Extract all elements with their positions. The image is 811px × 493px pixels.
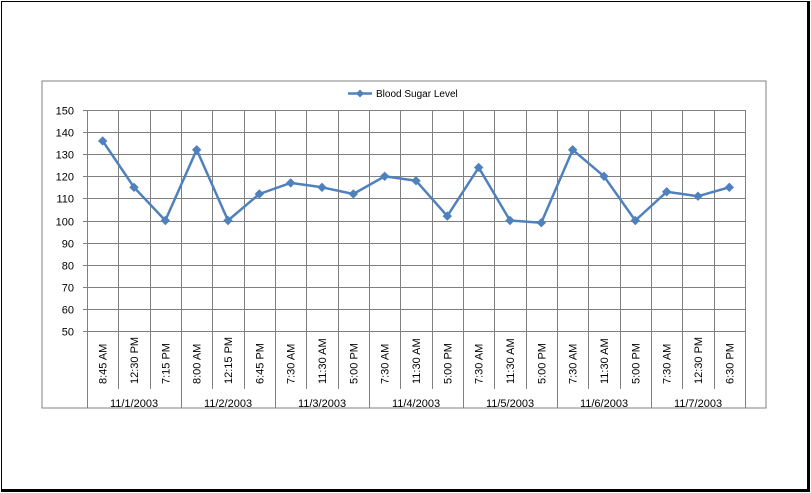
x-tick-label: 11:30 AM	[317, 338, 329, 384]
data-point	[442, 211, 453, 221]
x-tick-label: 8:00 AM	[192, 344, 204, 384]
data-point	[285, 178, 296, 188]
y-tick-label: 60	[62, 305, 74, 317]
data-point	[348, 189, 359, 199]
x-tick-label: 12:30 PM	[693, 337, 705, 384]
data-point	[567, 145, 578, 155]
y-tick-label: 50	[62, 327, 74, 339]
x-tick-label: 12:15 PM	[223, 337, 235, 384]
data-point	[473, 162, 484, 173]
data-point	[254, 189, 265, 199]
data-point	[223, 215, 233, 226]
data-point	[724, 182, 735, 193]
x-tick-label: 7:30 AM	[568, 344, 580, 384]
data-point	[630, 215, 641, 226]
data-point	[191, 145, 202, 155]
chart-area	[41, 80, 767, 409]
data-point	[97, 136, 108, 146]
data-point	[160, 215, 171, 226]
data-point	[379, 171, 390, 182]
y-tick-label: 140	[56, 128, 74, 140]
x-tick-label: 5:00 PM	[630, 343, 642, 384]
y-tick-label: 70	[62, 283, 74, 295]
x-tick-label: 6:30 PM	[724, 343, 736, 384]
x-tick-label: 7:30 AM	[286, 344, 298, 384]
x-group-label: 11/5/2003	[486, 398, 534, 410]
y-tick-label: 130	[56, 150, 74, 162]
x-group-label: 11/2/2003	[204, 398, 252, 410]
x-tick-label: 5:00 PM	[348, 343, 360, 384]
x-tick-label: 7:30 AM	[474, 344, 486, 384]
x-tick-label: 11:30 AM	[411, 338, 423, 384]
x-tick-label: 5:00 PM	[536, 343, 548, 384]
legend: Blood Sugar Level	[348, 89, 458, 100]
x-tick-label: 7:30 AM	[662, 344, 674, 384]
x-group-label: 11/1/2003	[110, 398, 158, 410]
data-point	[129, 182, 139, 193]
y-tick-label: 80	[62, 261, 74, 273]
x-tick-label: 6:45 PM	[254, 343, 266, 384]
y-tick-label: 150	[56, 106, 74, 118]
y-tick-label: 120	[56, 172, 74, 184]
x-group-label: 11/6/2003	[580, 398, 628, 410]
x-tick-label: 8:45 AM	[98, 344, 110, 384]
x-group-label: 11/3/2003	[298, 398, 346, 410]
data-point	[693, 191, 703, 201]
x-tick-label: 11:30 AM	[505, 338, 517, 384]
x-group-label: 11/4/2003	[392, 398, 440, 410]
legend-marker	[356, 89, 364, 98]
y-tick-label: 100	[56, 217, 74, 229]
x-tick-label: 12:30 PM	[129, 337, 141, 384]
x-tick-label: 5:00 PM	[442, 343, 454, 384]
x-tick-label: 7:30 AM	[380, 344, 392, 384]
data-point	[505, 215, 515, 226]
x-tick-label: 7:15 PM	[160, 343, 172, 384]
data-point	[317, 182, 327, 193]
data-point	[536, 218, 547, 228]
data-point	[661, 187, 672, 197]
data-point	[599, 171, 609, 182]
data-point	[411, 176, 421, 186]
x-tick-label: 11:30 AM	[599, 338, 611, 384]
x-group-label: 11/7/2003	[674, 398, 722, 410]
legend-label: Blood Sugar Level	[376, 89, 458, 100]
y-tick-label: 90	[62, 239, 74, 251]
y-tick-label: 110	[56, 194, 74, 206]
